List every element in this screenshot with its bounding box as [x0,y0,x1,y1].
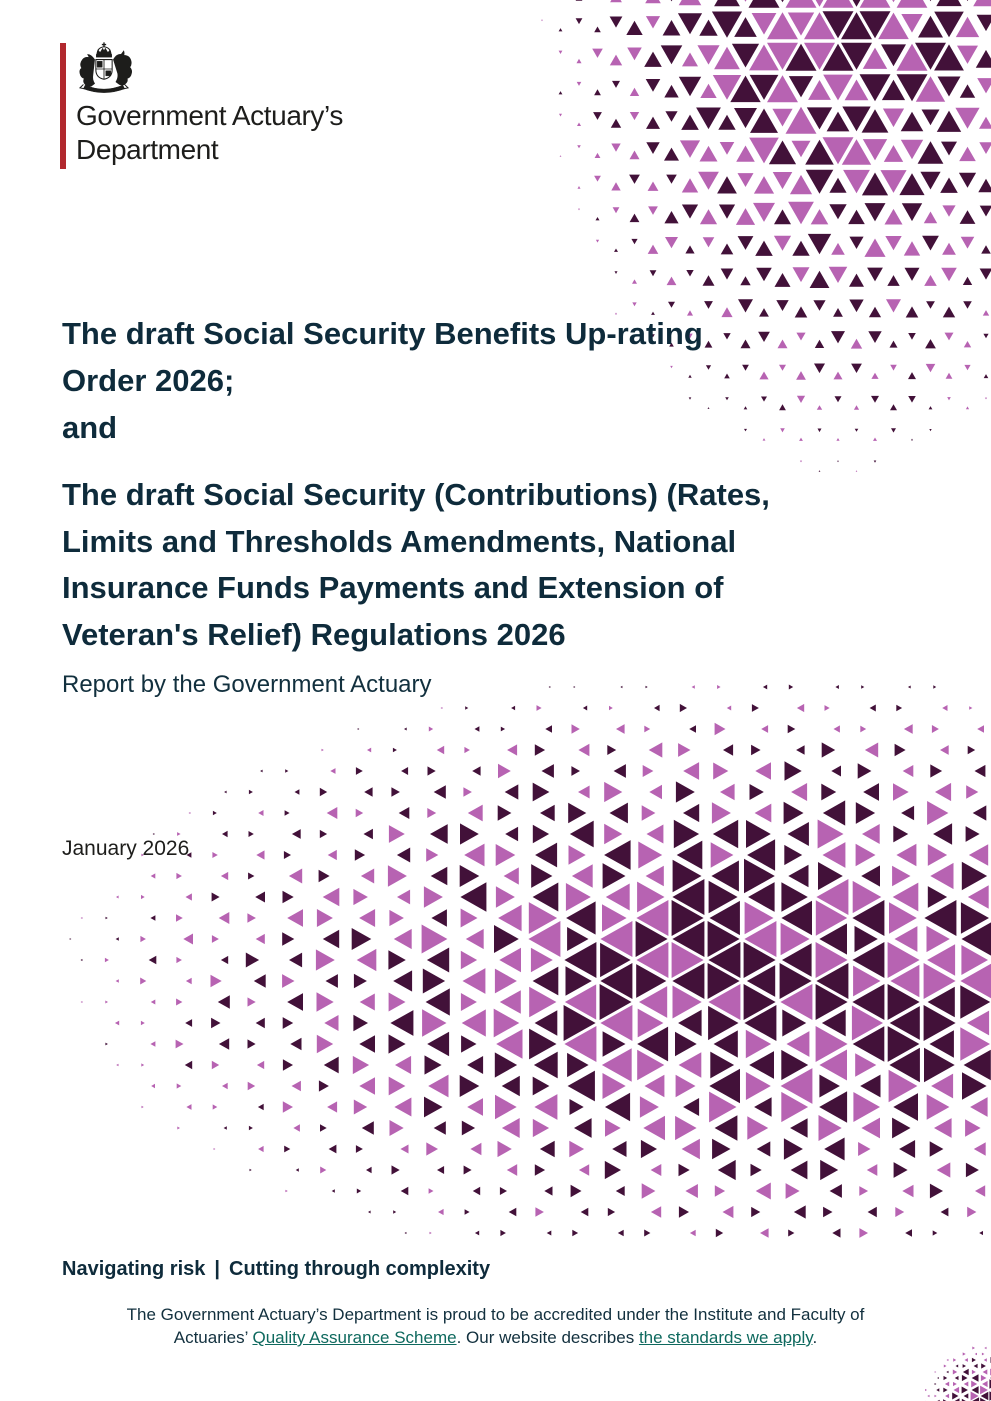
logo-red-bar [60,43,66,169]
standards-we-apply-link[interactable]: the standards we apply [638,1328,813,1347]
tagline: Navigating risk | Cutting through complexi… [62,1256,490,1283]
publication-date: January 2026 [62,837,190,860]
org-name-line2: Department [76,134,219,165]
accreditation-text: The Government Actuary’s Department is p… [0,1303,991,1349]
report-title-1: The draft Social Security Benefits Up-ra… [62,316,703,398]
tagline-part2: Cutting through complexity [229,1258,491,1280]
org-name-line1: Government Actuary’s [76,100,343,131]
royal-crest-icon [78,42,132,93]
accreditation-line2: Actuaries’ Quality Assurance Scheme. Our… [173,1328,818,1347]
report-subtitle: Report by the Government Actuary [62,671,432,698]
report-title-2: The draft Social Security (Contributions… [62,477,770,652]
org-name: Government Actuary’s Department [76,99,343,167]
tagline-separator: | [214,1258,220,1280]
quality-assurance-scheme-link[interactable]: Quality Assurance Scheme [252,1328,457,1347]
accreditation-line1: The Government Actuary’s Department is p… [126,1305,865,1324]
title-connector: and [62,410,118,445]
tagline-part1: Navigating risk [62,1258,206,1280]
